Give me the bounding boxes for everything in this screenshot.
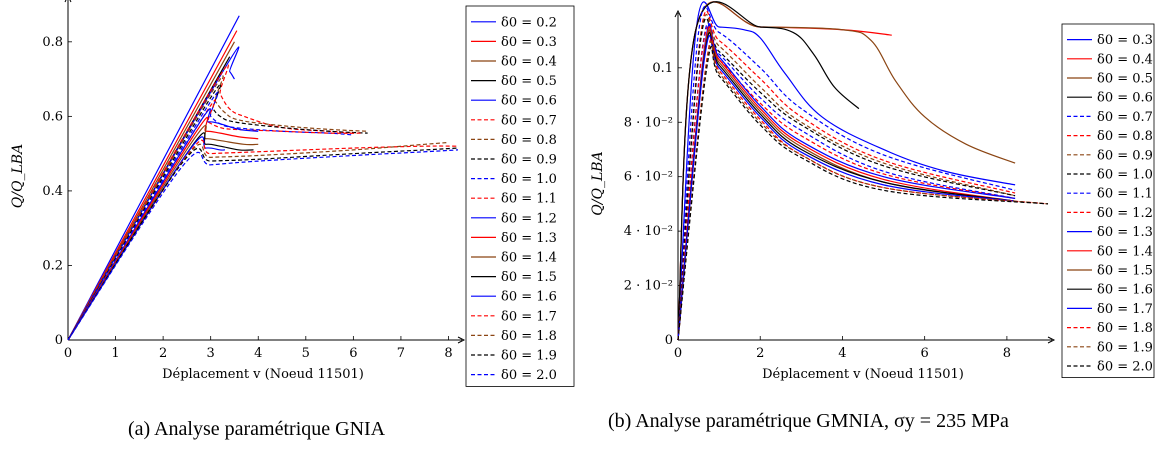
series-line-4	[677, 1, 860, 341]
series-line-15	[677, 35, 1016, 341]
legend-label-1: δ0 = 0.2	[501, 15, 557, 30]
legend-label-8: δ0 = 0.9	[501, 153, 557, 168]
legend-label-17: δ0 = 1.9	[1097, 340, 1153, 355]
legend-label-12: δ0 = 1.3	[501, 231, 557, 246]
chart-gnia: 0 1 2 3 4 5 6 7 8 0 0.2 0.4 0.6 0.8 Déplacement v (Noe…	[10, 0, 575, 387]
legend-label-18: δ0 = 1.9	[501, 349, 557, 364]
series-line-11	[67, 108, 259, 341]
x-tick-label: 8	[444, 346, 452, 361]
legend-label-10: δ0 = 1.1	[501, 192, 557, 207]
y-tick-label: 0.8	[42, 35, 63, 50]
legend-label-7: δ0 = 0.9	[1097, 148, 1153, 163]
legend-label-15: δ0 = 1.7	[1097, 302, 1153, 317]
legend-box	[465, 5, 575, 387]
legend-label-13: δ0 = 1.5	[1097, 264, 1153, 279]
series-line-16	[67, 139, 459, 341]
legend-label-3: δ0 = 0.5	[1097, 72, 1153, 87]
legend-label-6: δ0 = 0.8	[1097, 129, 1153, 144]
x-tick-label: 8	[1003, 346, 1011, 361]
x-tick-label: 5	[302, 346, 310, 361]
series-line-5	[677, 5, 1016, 341]
x-axis-arrow	[1047, 336, 1056, 344]
x-tick-label: 6	[349, 346, 357, 361]
legend-label-15: δ0 = 1.6	[501, 290, 557, 305]
y-tick-label: 8 · 10⁻²	[624, 115, 673, 130]
y-tick-label: 0.6	[42, 109, 63, 124]
series-line-1	[67, 15, 240, 341]
series-line-18	[677, 46, 1049, 341]
legend-label-3: δ0 = 0.4	[501, 55, 557, 70]
y-tick-label: 4 · 10⁻²	[624, 224, 673, 239]
y-tick-label: 2 · 10⁻²	[624, 279, 673, 294]
x-tick-label: 6	[921, 346, 929, 361]
caption-b: (b) Analyse paramétrique GMNIA, σy = 235…	[608, 410, 1009, 432]
chart-gmnia: 0 2 4 6 8 0 2 · 10⁻² 4 · 10⁻² 6 · 10⁻² 8 · 10⁻² 0.…	[590, 1, 1155, 382]
legend-label-18: δ0 = 2.0	[1097, 360, 1153, 375]
legend-label-5: δ0 = 0.7	[1097, 110, 1153, 125]
y-tick-label: 0.1	[652, 61, 673, 76]
y-tick-label: 0	[665, 333, 673, 348]
y-tick-label: 0.4	[42, 184, 63, 199]
series-line-10	[677, 26, 1016, 341]
legend-label-2: δ0 = 0.3	[501, 35, 557, 50]
y-tick-label: 0.2	[42, 258, 63, 273]
legend-label-9: δ0 = 1.1	[1097, 187, 1153, 202]
legend-label-9: δ0 = 1.0	[501, 172, 557, 187]
series-line-17	[677, 41, 1049, 341]
x-tick-label: 4	[838, 346, 846, 361]
y-axis-arrow	[674, 9, 682, 18]
legend-label-16: δ0 = 1.8	[1097, 321, 1153, 336]
legend-label-16: δ0 = 1.7	[501, 309, 557, 324]
legend-label-1: δ0 = 0.3	[1097, 33, 1153, 48]
legend-label-7: δ0 = 0.8	[501, 133, 557, 148]
series-line-8	[677, 17, 1016, 341]
caption-a: (a) Analyse paramétrique GNIA	[128, 418, 386, 440]
series-line-19	[67, 149, 459, 341]
x-tick-label: 0	[674, 346, 682, 361]
series-line-1	[677, 1, 1016, 341]
series-line-16	[677, 38, 1049, 341]
series-line-2	[677, 1, 892, 341]
series-line-13	[67, 124, 259, 341]
series-line-12	[67, 116, 259, 341]
legend-label-13: δ0 = 1.4	[501, 251, 557, 266]
legend-label-14: δ0 = 1.5	[501, 270, 557, 285]
legend-label-8: δ0 = 1.0	[1097, 168, 1153, 183]
y-tick-label: 0	[55, 333, 63, 348]
series-line-6	[67, 64, 354, 341]
y-axis-title: Q/Q_LBA	[590, 151, 606, 215]
legend-label-4: δ0 = 0.5	[501, 74, 557, 89]
series-line-10	[67, 99, 363, 341]
x-axis-title: Déplacement v (Noeud 11501)	[162, 367, 364, 382]
y-tick-label: 6 · 10⁻²	[624, 170, 673, 185]
x-tick-label: 2	[756, 346, 764, 361]
legend-label-11: δ0 = 1.3	[1097, 225, 1153, 240]
x-tick-label: 4	[254, 346, 262, 361]
legend-box	[1061, 23, 1155, 379]
series-line-7	[67, 75, 368, 341]
legend-label-11: δ0 = 1.2	[501, 211, 557, 226]
x-tick-label: 3	[207, 346, 215, 361]
x-tick-label: 0	[64, 346, 72, 361]
legend-label-5: δ0 = 0.6	[501, 94, 557, 109]
legend-label-6: δ0 = 0.7	[501, 113, 557, 128]
y-axis-title: Q/Q_LBA	[10, 144, 26, 208]
x-tick-label: 2	[159, 346, 167, 361]
legend-label-2: δ0 = 0.4	[1097, 52, 1153, 67]
legend-label-19: δ0 = 2.0	[501, 368, 557, 383]
legend-label-12: δ0 = 1.4	[1097, 244, 1153, 259]
series-line-18	[67, 147, 459, 341]
x-tick-label: 7	[397, 346, 405, 361]
x-tick-label: 1	[111, 346, 119, 361]
series-line-15	[67, 136, 225, 341]
x-axis-arrow	[457, 336, 466, 344]
series-line-8	[67, 83, 368, 341]
legend-label-14: δ0 = 1.6	[1097, 283, 1153, 298]
x-axis-title: Déplacement v (Noeud 11501)	[762, 367, 964, 382]
legend-label-17: δ0 = 1.8	[501, 329, 557, 344]
legend-label-10: δ0 = 1.2	[1097, 206, 1153, 221]
legend-label-4: δ0 = 0.6	[1097, 91, 1153, 106]
